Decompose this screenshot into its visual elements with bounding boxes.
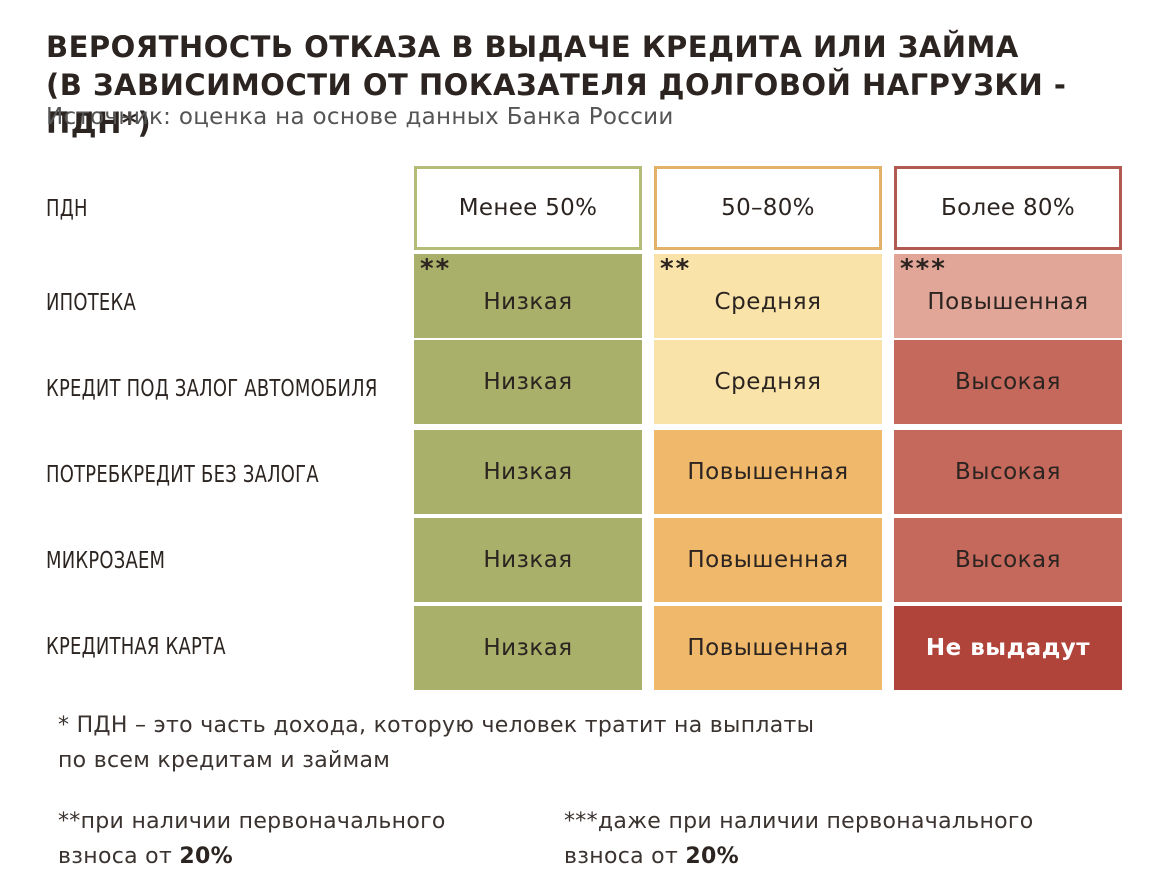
chart-title: ВЕРОЯТНОСТЬ ОТКАЗА В ВЫДАЧЕ КРЕДИТА ИЛИ … xyxy=(46,28,1146,142)
table-cell: Повышенная xyxy=(654,430,882,514)
footnote-triple-star-prefix: взноса от xyxy=(564,844,686,869)
footnote-stars: ** xyxy=(420,254,452,284)
cell-value: Высокая xyxy=(955,459,1061,485)
table-cell: Высокая xyxy=(894,340,1122,424)
table-cell: ** Низкая xyxy=(414,254,642,338)
cell-value: Низкая xyxy=(483,289,573,315)
table-cell: Низкая xyxy=(414,518,642,602)
footnote-pdn-line-2: по всем кредитам и займам xyxy=(58,748,391,773)
table-cell: Средняя xyxy=(654,340,882,424)
footnote-triple-star-line-1: ***даже при наличии первоначального xyxy=(564,809,1034,834)
table-cell: *** Повышенная xyxy=(894,254,1122,338)
table-cell: Повышенная xyxy=(654,518,882,602)
table-cell: Повышенная xyxy=(654,606,882,690)
footnote-double-star-line-2: взноса от 20% xyxy=(58,839,446,874)
cell-value: Низкая xyxy=(483,635,573,661)
header-label-pdn: ПДН xyxy=(46,196,88,222)
cell-value: Низкая xyxy=(483,547,573,573)
cell-value: Низкая xyxy=(483,369,573,395)
cell-value: Не выдадут xyxy=(925,635,1091,661)
row-label: МИКРОЗАЕМ xyxy=(46,548,166,574)
row-label: ПОТРЕБКРЕДИТ БЕЗ ЗАЛОГА xyxy=(46,462,319,488)
title-line-2: (В ЗАВИСИМОСТИ ОТ ПОКАЗАТЕЛЯ ДОЛГОВОЙ НА… xyxy=(46,68,1067,140)
footnote-pdn-line-1: * ПДН – это часть дохода, которую челове… xyxy=(58,713,815,738)
cell-value: Средняя xyxy=(714,289,822,315)
footnote-triple-star: ***даже при наличии первоначального взно… xyxy=(564,804,1034,874)
footnote-double-star-prefix: взноса от xyxy=(58,844,180,869)
table-cell: Высокая xyxy=(894,430,1122,514)
cell-value: Высокая xyxy=(955,369,1061,395)
row-label: КРЕДИТНАЯ КАРТА xyxy=(46,634,226,660)
table-cell: ** Средняя xyxy=(654,254,882,338)
footnote-double-star-value: 20% xyxy=(179,844,233,869)
row-label: ИПОТЕКА xyxy=(46,290,136,316)
footnote-stars: *** xyxy=(900,254,947,284)
footnote-stars: ** xyxy=(660,254,692,284)
table-cell: Не выдадут xyxy=(894,606,1122,690)
cell-value: Повышенная xyxy=(687,547,849,573)
cell-value: Низкая xyxy=(483,459,573,485)
table-cell: Низкая xyxy=(414,340,642,424)
cell-value: Средняя xyxy=(714,369,822,395)
title-line-1: ВЕРОЯТНОСТЬ ОТКАЗА В ВЫДАЧЕ КРЕДИТА ИЛИ … xyxy=(46,30,1019,64)
column-header: 50–80% xyxy=(654,166,882,250)
footnote-double-star-line-1: **при наличии первоначального xyxy=(58,809,446,834)
table-cell: Низкая xyxy=(414,430,642,514)
source-subtitle: Источник: оценка на основе данных Банка … xyxy=(46,104,674,130)
footnote-pdn: * ПДН – это часть дохода, которую челове… xyxy=(58,708,814,778)
column-header: Более 80% xyxy=(894,166,1122,250)
table-cell: Низкая xyxy=(414,606,642,690)
cell-value: Повышенная xyxy=(927,289,1089,315)
footnote-double-star: **при наличии первоначального взноса от … xyxy=(58,804,446,874)
cell-value: Повышенная xyxy=(687,635,849,661)
cell-value: Повышенная xyxy=(687,459,849,485)
column-header: Менее 50% xyxy=(414,166,642,250)
footnote-triple-star-value: 20% xyxy=(685,844,739,869)
row-label: КРЕДИТ ПОД ЗАЛОГ АВТОМОБИЛЯ xyxy=(46,376,378,402)
footnote-triple-star-line-2: взноса от 20% xyxy=(564,839,1034,874)
table-cell: Высокая xyxy=(894,518,1122,602)
cell-value: Высокая xyxy=(955,547,1061,573)
